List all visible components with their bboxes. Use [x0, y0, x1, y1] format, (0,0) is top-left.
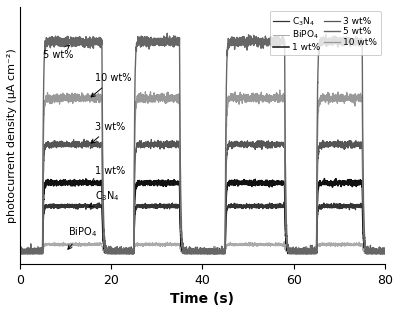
- BiPO$_4$: [17, 250, 22, 254]
- 3 wt%: [266, 142, 271, 146]
- 5 wt%: [201, 252, 206, 255]
- C$_3$N$_4$: [90, 204, 95, 208]
- 10 wt%: [90, 99, 95, 102]
- 1 wt%: [322, 177, 327, 180]
- BiPO$_4$: [90, 242, 95, 246]
- Line: BiPO$_4$: BiPO$_4$: [20, 242, 385, 254]
- Y-axis label: photocurrent density (μA cm⁻²): photocurrent density (μA cm⁻²): [7, 48, 17, 223]
- 10 wt%: [177, 97, 182, 100]
- BiPO$_4$: [201, 251, 206, 255]
- 10 wt%: [266, 98, 271, 102]
- 5 wt%: [90, 42, 95, 46]
- 5 wt%: [69, 43, 74, 47]
- 1 wt%: [266, 180, 271, 184]
- 10 wt%: [383, 252, 388, 255]
- Legend: C$_3$N$_4$, BiPO$_4$, 1 wt%, 3 wt%, 5 wt%, 10 wt%: C$_3$N$_4$, BiPO$_4$, 1 wt%, 3 wt%, 5 wt…: [270, 12, 380, 55]
- 1 wt%: [90, 180, 95, 184]
- BiPO$_4$: [69, 242, 74, 245]
- C$_3$N$_4$: [177, 204, 182, 208]
- C$_3$N$_4$: [383, 251, 388, 254]
- Line: C$_3$N$_4$: C$_3$N$_4$: [20, 203, 385, 254]
- 3 wt%: [90, 140, 95, 144]
- C$_3$N$_4$: [266, 207, 271, 210]
- C$_3$N$_4$: [69, 205, 74, 208]
- 10 wt%: [18, 252, 23, 255]
- 3 wt%: [82, 137, 86, 141]
- C$_3$N$_4$: [173, 204, 178, 208]
- 1 wt%: [383, 251, 388, 254]
- 5 wt%: [177, 44, 182, 48]
- BiPO$_4$: [282, 240, 286, 244]
- BiPO$_4$: [177, 242, 182, 246]
- Line: 5 wt%: 5 wt%: [20, 33, 385, 254]
- 10 wt%: [17, 250, 22, 254]
- BiPO$_4$: [173, 242, 178, 245]
- Text: 3 wt%: 3 wt%: [91, 122, 125, 143]
- Text: 10 wt%: 10 wt%: [91, 74, 132, 97]
- Text: C$_3$N$_4$: C$_3$N$_4$: [89, 190, 120, 207]
- BiPO$_4$: [266, 244, 271, 247]
- 5 wt%: [165, 31, 170, 35]
- 3 wt%: [177, 142, 182, 146]
- 10 wt%: [201, 252, 206, 255]
- 1 wt%: [17, 251, 22, 254]
- C$_3$N$_4$: [18, 252, 22, 255]
- 5 wt%: [266, 40, 271, 44]
- 5 wt%: [173, 43, 178, 47]
- C$_3$N$_4$: [201, 250, 206, 254]
- Line: 1 wt%: 1 wt%: [20, 178, 385, 254]
- Line: 10 wt%: 10 wt%: [20, 90, 385, 254]
- Text: BiPO$_4$: BiPO$_4$: [68, 226, 97, 249]
- 5 wt%: [17, 252, 22, 255]
- 10 wt%: [277, 88, 282, 92]
- 1 wt%: [177, 180, 182, 183]
- Text: 1 wt%: 1 wt%: [92, 166, 125, 182]
- 3 wt%: [20, 252, 24, 255]
- 3 wt%: [17, 250, 22, 254]
- 3 wt%: [69, 143, 74, 147]
- 1 wt%: [201, 250, 206, 254]
- BiPO$_4$: [18, 252, 23, 255]
- Text: 5 wt%: 5 wt%: [42, 45, 73, 60]
- C$_3$N$_4$: [17, 250, 22, 254]
- 1 wt%: [69, 179, 74, 183]
- BiPO$_4$: [383, 251, 388, 255]
- 5 wt%: [383, 252, 388, 255]
- 1 wt%: [19, 252, 24, 255]
- 3 wt%: [383, 251, 388, 255]
- 1 wt%: [173, 182, 178, 186]
- 3 wt%: [173, 142, 178, 146]
- Line: 3 wt%: 3 wt%: [20, 139, 385, 254]
- 10 wt%: [69, 95, 74, 99]
- 10 wt%: [173, 99, 178, 103]
- 3 wt%: [201, 250, 206, 254]
- C$_3$N$_4$: [281, 201, 286, 204]
- X-axis label: Time (s): Time (s): [170, 292, 234, 306]
